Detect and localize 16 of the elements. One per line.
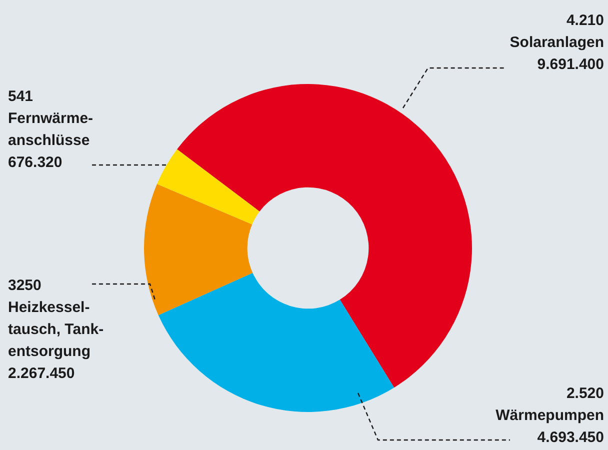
data-label: 9.691.400 [537, 56, 604, 73]
text: 4.210 [566, 12, 604, 29]
donut-slice [158, 272, 394, 412]
slice-label: Solaranlagen [510, 34, 604, 51]
slice-label: Heizkessel- tausch, Tank- entsorgung [8, 299, 104, 360]
slice-label: Wärmepumpen [496, 407, 604, 424]
donut-slice [156, 149, 260, 224]
data-label: 2.267.450 [8, 365, 75, 382]
donut-slice [144, 184, 253, 316]
data-label: 676.320 [8, 154, 62, 171]
slice-label: Fernwärme- anschlüsse [8, 110, 94, 149]
text: 3250 [8, 277, 42, 294]
donut-slice [177, 84, 472, 388]
data-label: 4.693.450 [537, 429, 604, 446]
text: 2.520 [566, 385, 604, 402]
text: 541 [8, 88, 34, 105]
